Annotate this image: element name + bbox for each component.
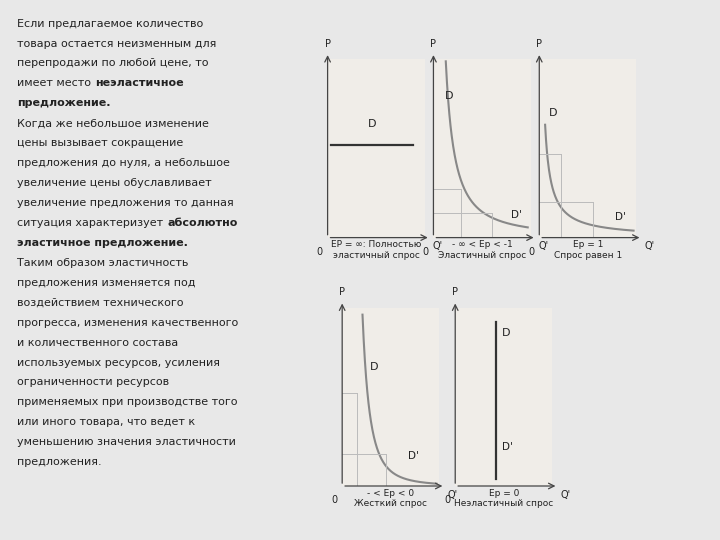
Text: уменьшению значения эластичности: уменьшению значения эластичности: [17, 437, 236, 447]
Text: ситуация характеризует: ситуация характеризует: [17, 218, 167, 228]
Text: D': D': [408, 451, 419, 461]
Text: применяемых при производстве того: применяемых при производстве того: [17, 397, 238, 407]
Text: 0: 0: [528, 246, 534, 256]
Text: абсолютно: абсолютно: [167, 218, 238, 228]
Text: D: D: [502, 328, 510, 339]
Text: 0: 0: [423, 246, 428, 256]
Text: товара остается неизменным для: товара остается неизменным для: [17, 38, 217, 49]
Text: D: D: [445, 91, 454, 100]
Text: увеличение цены обуславливает: увеличение цены обуславливает: [17, 178, 212, 188]
Text: EP = ∞: Полностью
эластичный спрос: EP = ∞: Полностью эластичный спрос: [331, 240, 421, 260]
Text: 0: 0: [331, 495, 337, 505]
Text: P: P: [452, 287, 458, 297]
Text: воздействием технического: воздействием технического: [17, 298, 184, 308]
Text: ограниченности ресурсов: ограниченности ресурсов: [17, 377, 169, 388]
Text: Q': Q': [447, 490, 457, 500]
Text: P: P: [431, 39, 436, 49]
Text: D': D': [511, 210, 522, 220]
Text: Q': Q': [433, 241, 443, 251]
Text: Eр = 0
Неэластичный спрос: Eр = 0 Неэластичный спрос: [454, 489, 554, 508]
Text: неэластичное: неэластичное: [95, 78, 184, 89]
Text: или иного товара, что ведет к: или иного товара, что ведет к: [17, 417, 196, 427]
Text: используемых ресурсов, усиления: используемых ресурсов, усиления: [17, 357, 220, 368]
Text: 0: 0: [444, 495, 451, 505]
Text: Q': Q': [539, 241, 549, 251]
Text: имеет место: имеет место: [17, 78, 95, 89]
Text: Q': Q': [560, 490, 570, 500]
Text: прогресса, изменения качественного: прогресса, изменения качественного: [17, 318, 238, 328]
Text: - ∞ < Eр < -1
Эластичный спрос: - ∞ < Eр < -1 Эластичный спрос: [438, 240, 526, 260]
Text: Таким образом эластичность: Таким образом эластичность: [17, 258, 189, 268]
Text: - < Eр < 0
Жесткий спрос: - < Eр < 0 Жесткий спрос: [354, 489, 427, 508]
Text: D': D': [502, 442, 513, 453]
Text: предложения изменяется под: предложения изменяется под: [17, 278, 196, 288]
Text: и количественного состава: и количественного состава: [17, 338, 179, 348]
Text: предложения до нуля, а небольшое: предложения до нуля, а небольшое: [17, 158, 230, 168]
Text: P: P: [325, 39, 330, 49]
Text: Eр = 1
Спрос равен 1: Eр = 1 Спрос равен 1: [554, 240, 622, 260]
Text: P: P: [339, 287, 345, 297]
Text: увеличение предложения то данная: увеличение предложения то данная: [17, 198, 234, 208]
Text: D: D: [369, 362, 378, 372]
Text: Q': Q': [644, 241, 654, 251]
Text: D: D: [368, 119, 377, 129]
Text: P: P: [536, 39, 542, 49]
Text: D': D': [615, 212, 626, 222]
Text: 0: 0: [317, 246, 323, 256]
Text: предложение.: предложение.: [17, 98, 111, 109]
Text: перепродажи по любой цене, то: перепродажи по любой цене, то: [17, 58, 209, 69]
Text: D: D: [549, 109, 557, 118]
Text: Когда же небольшое изменение: Когда же небольшое изменение: [17, 118, 210, 129]
Text: предложения.: предложения.: [17, 457, 102, 467]
Text: цены вызывает сокращение: цены вызывает сокращение: [17, 138, 184, 148]
Text: Если предлагаемое количество: Если предлагаемое количество: [17, 18, 204, 29]
Text: эластичное предложение.: эластичное предложение.: [17, 238, 189, 248]
